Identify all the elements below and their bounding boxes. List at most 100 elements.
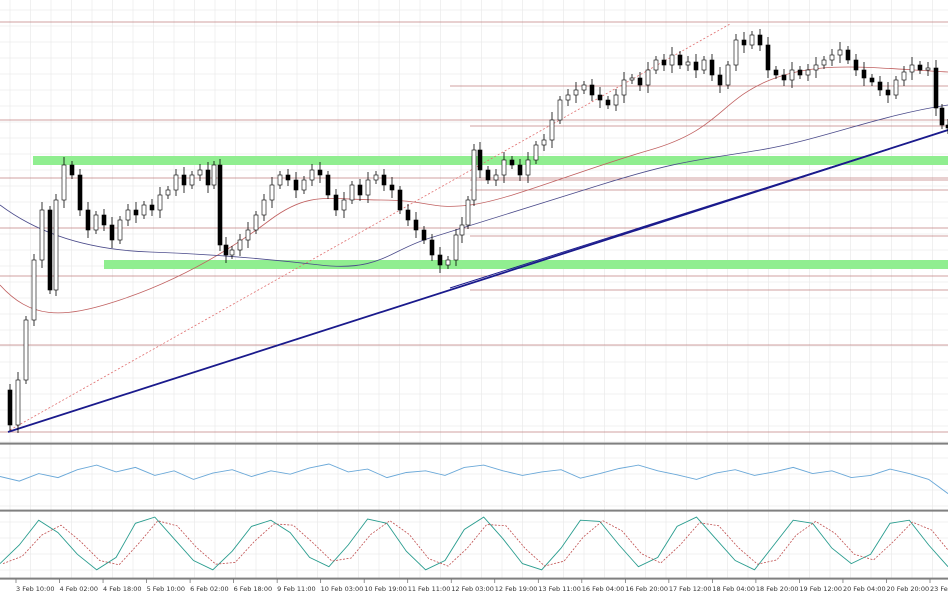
candle-body: [773, 69, 779, 76]
candle-body: [605, 99, 611, 106]
moving-average-slow: [0, 104, 948, 267]
ascending-trendline: [7, 129, 948, 433]
candle-body: [925, 67, 931, 71]
candle-body: [223, 244, 229, 256]
candle-body: [709, 59, 715, 76]
candle-body: [837, 49, 843, 56]
candle-body: [485, 169, 491, 181]
resistance-zone: [33, 156, 948, 165]
support-zone: [104, 260, 948, 269]
candle-body: [677, 54, 683, 66]
x-tick-label: 11 Feb 11:00: [408, 585, 451, 593]
x-tick-label: 23 Feb 13:00: [930, 585, 948, 593]
candle-body: [621, 79, 627, 96]
candle-body: [413, 219, 419, 231]
candle-body: [217, 164, 223, 246]
candle-body: [405, 209, 411, 221]
candle-body: [909, 64, 915, 73]
candle-body: [7, 389, 13, 426]
candle-body: [365, 179, 371, 196]
grid: [0, 0, 948, 578]
candle-body: [31, 259, 37, 321]
candle-body: [269, 184, 275, 201]
candle-body: [205, 169, 211, 186]
candle-body: [181, 174, 187, 186]
candle-body: [109, 224, 115, 241]
candle-body: [669, 54, 675, 66]
candle-body: [789, 69, 795, 81]
candle-body: [389, 184, 395, 191]
x-tick-label: 20 Feb 04:00: [843, 585, 886, 593]
x-axis: 3 Feb 10:00 4 Feb 02:00 4 Feb 18:00 5 Feb 1…: [15, 579, 948, 593]
candle-body: [69, 164, 75, 176]
candle-body: [357, 184, 363, 196]
candle-body: [397, 189, 403, 211]
candle-body: [845, 49, 851, 61]
horizontal-levels: [0, 21, 948, 433]
x-tick-label: 4 Feb 18:00: [103, 585, 142, 593]
candle-body: [693, 61, 699, 71]
candle-body: [453, 234, 459, 261]
x-tick-label: 17 Feb 12:00: [669, 585, 712, 593]
candle-body: [141, 204, 147, 216]
candle-body: [149, 204, 155, 211]
x-tick-label: 18 Feb 04:00: [712, 585, 755, 593]
candle-body: [237, 239, 243, 251]
candle-body: [877, 81, 883, 91]
stochastic-main-line: [0, 516, 948, 571]
stochastic-signal-line: [2, 520, 948, 567]
candle-body: [589, 84, 595, 96]
candle-body: [285, 174, 291, 181]
candle-body: [61, 164, 67, 201]
candle-body: [157, 194, 163, 211]
candle-body: [749, 34, 755, 46]
candle-body: [525, 159, 531, 176]
candle-body: [197, 169, 203, 176]
x-tick-label: 6 Feb 02:00: [190, 585, 229, 593]
oscillator-line: [0, 463, 948, 494]
candle-body: [493, 174, 499, 181]
x-tick-label: 5 Feb 10:00: [147, 585, 186, 593]
candle-body: [717, 74, 723, 86]
candle-body: [381, 174, 387, 186]
candle-body: [869, 77, 875, 83]
candle-body: [23, 319, 29, 381]
x-tick-label: 19 Feb 12:00: [799, 585, 842, 593]
candle-body: [661, 59, 667, 66]
candle-body: [477, 149, 483, 171]
candle-body: [465, 199, 471, 226]
x-tick-label: 9 Feb 11:00: [277, 585, 316, 593]
candle-body: [901, 71, 907, 81]
oscillator-panel: [0, 463, 948, 494]
candle-body: [101, 214, 107, 226]
x-tick-label: 4 Feb 02:00: [60, 585, 99, 593]
candle-body: [437, 254, 443, 266]
candle-body: [189, 174, 195, 186]
candle-body: [77, 174, 83, 211]
candle-body: [341, 199, 347, 211]
x-tick-label: 18 Feb 20:00: [756, 585, 799, 593]
candle-body: [725, 64, 731, 86]
candle-body: [429, 239, 435, 256]
candle-body: [917, 64, 923, 71]
candle-body: [293, 179, 299, 191]
candle-body: [637, 77, 643, 86]
candle-body: [93, 214, 99, 231]
candle-body: [85, 209, 91, 231]
candle-body: [317, 169, 323, 176]
candle-body: [509, 159, 515, 166]
candle-body: [893, 79, 899, 96]
candle-body: [47, 209, 53, 291]
x-tick-label: 6 Feb 18:00: [234, 585, 273, 593]
candle-body: [373, 174, 379, 181]
candle-body: [741, 39, 747, 46]
candle-body: [445, 259, 451, 266]
candle-body: [53, 199, 59, 291]
candle-body: [541, 139, 547, 146]
candle-body: [821, 59, 827, 66]
candle-body: [685, 61, 691, 66]
x-tick-label: 16 Feb 04:00: [582, 585, 625, 593]
candle-body: [853, 59, 859, 71]
